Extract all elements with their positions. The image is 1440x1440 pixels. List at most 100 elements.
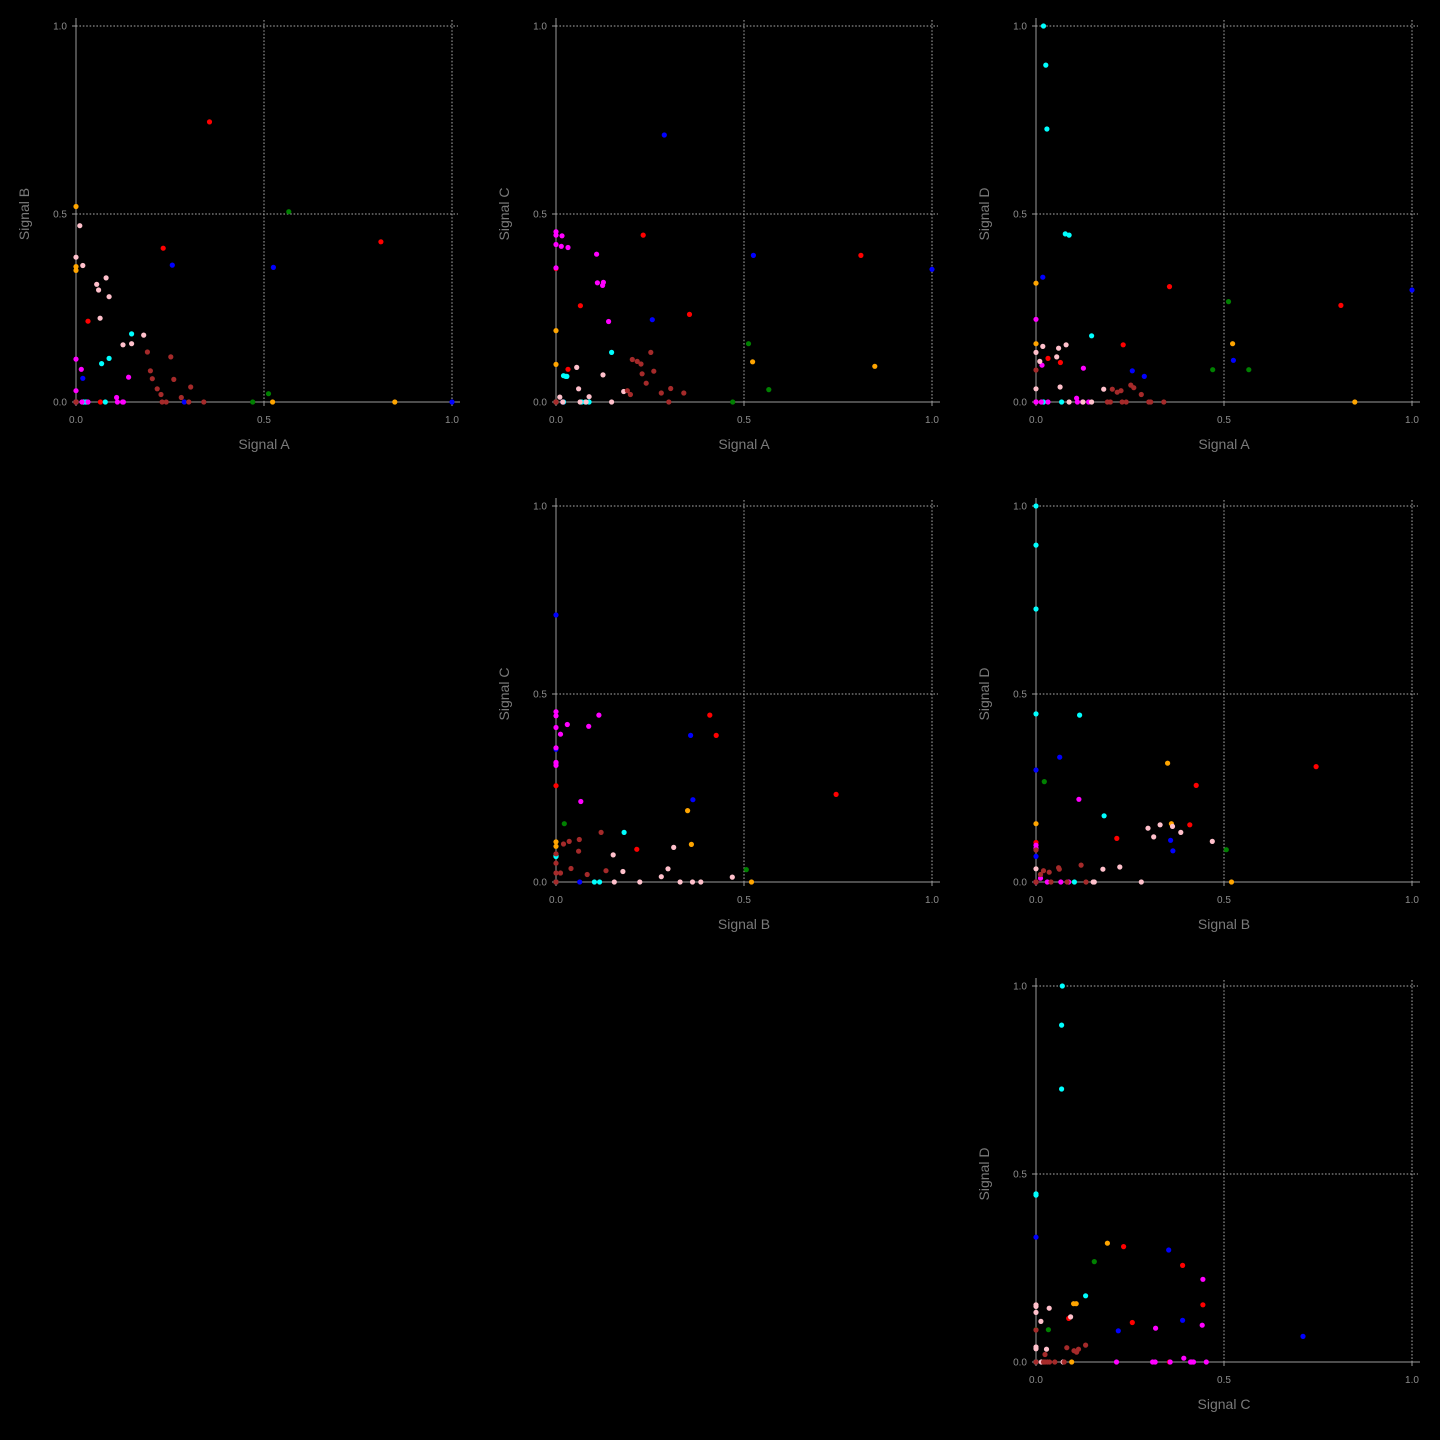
data-point-pink: [1138, 879, 1144, 885]
data-point-orange: [1230, 341, 1236, 347]
data-point-magenta: [1113, 1359, 1120, 1365]
y-tick-label: 0.5: [1013, 690, 1027, 701]
data-point-brown: [576, 836, 582, 843]
data-point-magenta: [1058, 879, 1064, 885]
data-point-brown: [1042, 1351, 1048, 1358]
x-tick-label: 1.0: [925, 415, 939, 426]
data-point-pink: [1066, 399, 1072, 405]
data-point-pink: [141, 332, 147, 338]
data-point-magenta: [1033, 399, 1039, 405]
data-point-green: [286, 209, 292, 215]
data-point-pink: [1057, 384, 1063, 390]
data-point-pink: [97, 315, 103, 321]
data-point-orange: [553, 843, 559, 849]
data-point-blue: [1033, 853, 1039, 860]
data-point-pink: [1038, 1318, 1044, 1324]
data-point-red: [1120, 342, 1126, 348]
data-point-cyan: [1033, 542, 1039, 548]
data-point-red: [1114, 835, 1120, 842]
data-point-magenta: [594, 280, 601, 286]
data-point-pink: [1091, 879, 1097, 885]
data-point-pink: [576, 386, 582, 392]
data-point-brown: [149, 376, 155, 382]
data-point-blue: [169, 262, 175, 268]
data-point-brown: [158, 391, 164, 398]
data-point-orange: [688, 841, 695, 848]
data-point-blue: [80, 375, 86, 381]
data-point-magenta: [553, 229, 559, 235]
y-axis-title: Signal C: [496, 188, 512, 241]
y-tick-label: 0.5: [1013, 1170, 1027, 1181]
x-tick-label: 0.0: [549, 415, 563, 426]
data-point-brown: [1056, 865, 1062, 871]
data-point-red: [378, 239, 384, 245]
data-point-brown: [1123, 399, 1129, 405]
data-point-magenta: [85, 399, 91, 405]
data-point-brown: [73, 399, 79, 405]
data-point-pink: [1063, 342, 1069, 348]
data-point-brown: [634, 358, 640, 364]
data-point-brown: [639, 371, 645, 377]
data-point-brown: [1118, 388, 1124, 394]
data-point-magenta: [1080, 365, 1086, 371]
data-point-blue: [1230, 357, 1236, 363]
x-tick-label: 0.5: [737, 895, 751, 906]
data-point-magenta: [1199, 1322, 1205, 1328]
data-point-pink: [1037, 358, 1043, 364]
data-point-blue: [929, 266, 935, 272]
data-point-brown: [1033, 847, 1039, 853]
x-axis-title: Signal C: [1198, 1396, 1251, 1412]
y-tick-label: 0.0: [53, 398, 67, 409]
data-point-pink: [665, 866, 671, 872]
y-tick-label: 0.0: [1013, 398, 1027, 409]
data-point-orange: [1033, 341, 1039, 347]
data-point-orange: [1352, 399, 1358, 405]
gridlines: [1035, 20, 1418, 403]
data-point-cyan: [1059, 399, 1065, 405]
data-point-magenta: [600, 279, 607, 285]
data-point-pink: [620, 868, 626, 875]
data-point-brown: [1033, 1359, 1039, 1365]
data-point-orange: [1104, 1240, 1110, 1246]
data-point-brown: [638, 361, 644, 367]
data-point-cyan: [1059, 983, 1065, 989]
data-point-brown: [163, 399, 169, 405]
data-point-brown: [1161, 399, 1167, 405]
data-point-red: [206, 119, 213, 125]
data-point-magenta: [1203, 1359, 1209, 1365]
data-point-brown: [1046, 1359, 1053, 1365]
data-point-red: [1193, 782, 1199, 789]
data-point-pink: [73, 254, 79, 260]
data-point-brown: [1048, 879, 1054, 885]
data-point-brown: [629, 356, 635, 363]
data-point-green: [730, 399, 736, 405]
data-point-pink: [129, 341, 135, 347]
data-point-blue: [1033, 767, 1039, 773]
data-point-pink: [1033, 386, 1039, 392]
data-point-magenta: [558, 243, 564, 249]
data-point-brown: [1138, 391, 1144, 398]
data-point-magenta: [1033, 842, 1039, 848]
data-point-pink: [671, 844, 677, 851]
panel-a-vs-d: 0.00.0 0.5 0.5 1.0 1.0 Signal A Signal D: [976, 18, 1420, 452]
data-point-red: [1338, 302, 1344, 308]
data-point-brown: [178, 394, 184, 401]
data-point-brown: [1064, 1345, 1070, 1351]
data-point-magenta: [1038, 399, 1044, 405]
data-point-brown: [1033, 879, 1039, 885]
data-point-red: [1166, 284, 1173, 290]
data-point-cyan: [1033, 711, 1039, 717]
data-point-pink: [600, 372, 606, 378]
data-point-red: [686, 311, 693, 317]
x-axis-title: Signal A: [1198, 436, 1250, 452]
data-point-brown: [1119, 399, 1125, 405]
data-point-brown: [1052, 1359, 1058, 1365]
x-axis-title: Signal A: [238, 436, 290, 452]
data-point-blue: [1040, 274, 1046, 280]
data-point-orange: [392, 399, 398, 405]
y-tick-label: 0.0: [1013, 878, 1027, 889]
data-point-red: [634, 846, 640, 852]
data-point-orange: [1165, 760, 1171, 766]
data-point-brown: [553, 879, 559, 885]
data-point-pink: [611, 879, 617, 885]
